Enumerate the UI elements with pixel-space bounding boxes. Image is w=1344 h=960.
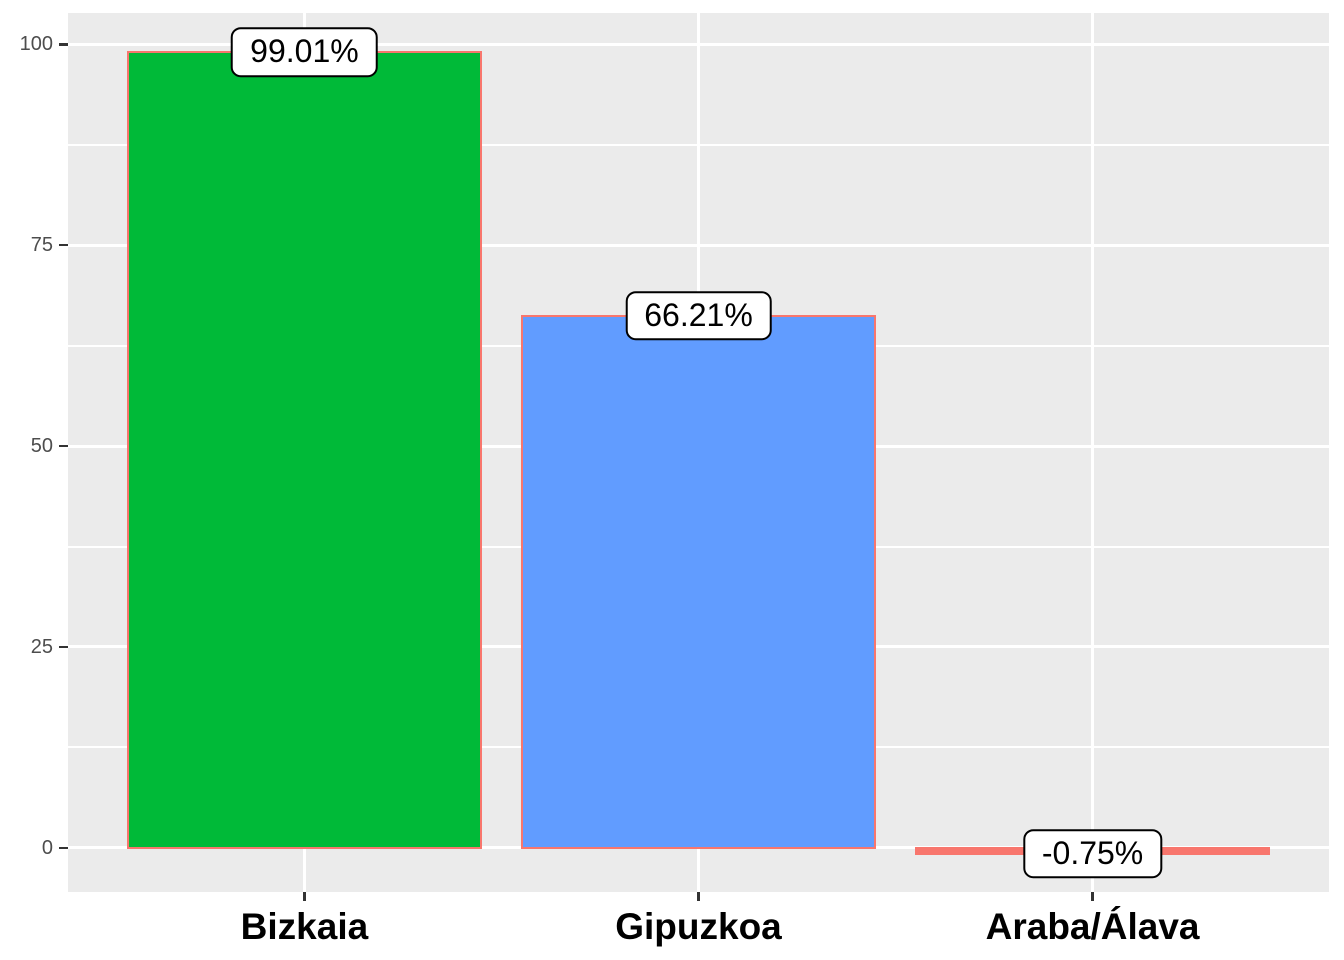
bar-gipuzkoa [521,314,876,850]
y-tick-label: 50 [30,435,53,458]
x-gridline-major [1091,13,1095,892]
y-tick-mark [59,243,68,247]
y-tick-mark [59,444,68,448]
x-tick-label-bizkaia: Bizkaia [240,906,369,947]
y-tick-mark [59,846,68,850]
y-tick-mark [59,43,68,46]
x-tick-mark [1091,892,1094,901]
y-tick-label: 25 [30,635,53,658]
x-tick-mark [303,892,306,901]
y-tick-label: 100 [19,33,53,56]
x-tick-label-gipuzkoa: Gipuzkoa [615,906,782,947]
x-tick-label-araba-alava: Araba/Álava [985,906,1200,947]
bar-value-label: 66.21% [625,291,772,341]
plot-panel: 99.01% 66.21% -0.75% [68,13,1329,892]
y-tick-mark [59,645,68,649]
bar-value-label: -0.75% [1022,829,1163,879]
y-tick-label: 0 [41,836,53,859]
y-tick-label: 75 [30,234,53,257]
bar-value-label: 99.01% [231,27,378,78]
x-tick-mark [697,892,700,901]
bar-bizkaia [127,51,482,850]
